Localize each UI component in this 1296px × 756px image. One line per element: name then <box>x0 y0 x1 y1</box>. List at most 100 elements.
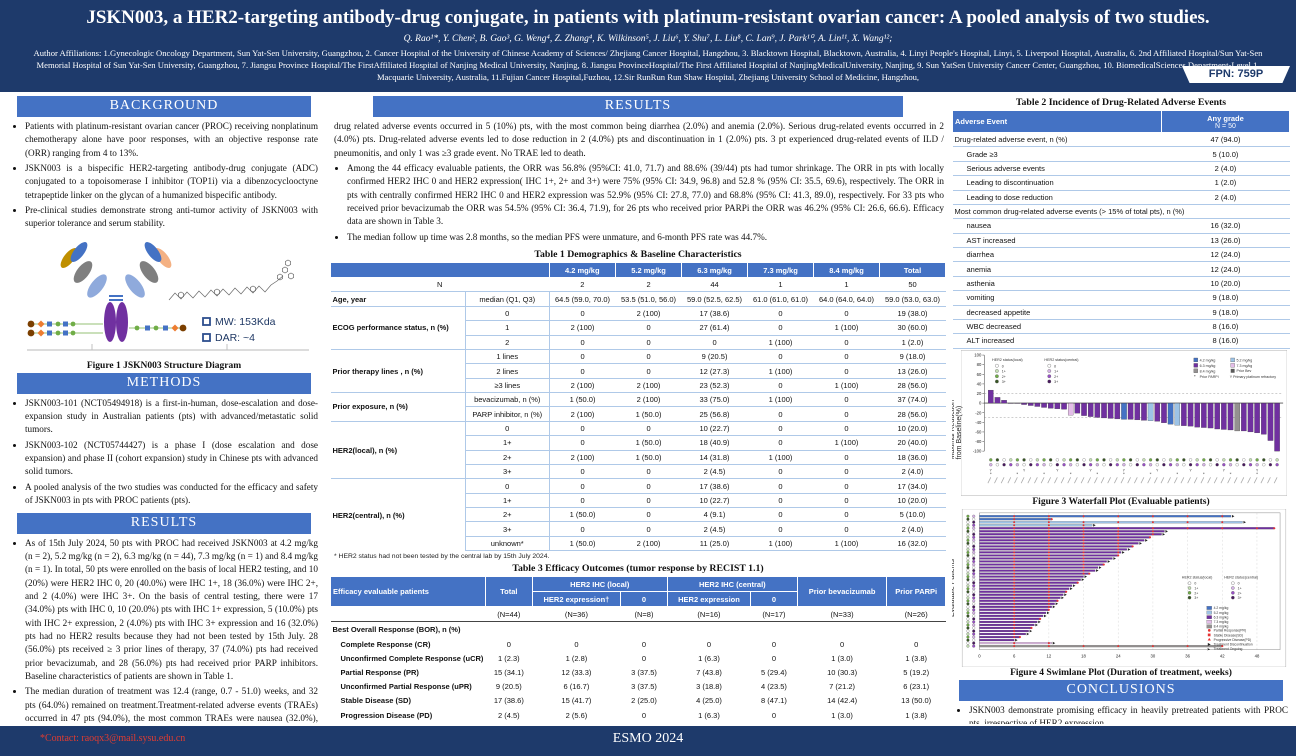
figure1-labels: MW: 153Kda DAR: ~4 <box>202 316 276 344</box>
cell: 1 (6.3) <box>698 710 720 720</box>
cell: 1 (100) <box>747 363 814 379</box>
fpn-badge: FPN: 759P <box>1182 66 1290 83</box>
svg-text:HER2 status(central): HER2 status(central) <box>1224 575 1258 579</box>
table-row: nausea 16 (32.0) <box>952 218 1290 234</box>
cell: 18 (54.5) <box>797 722 887 724</box>
sub-label: 2+ <box>465 449 550 465</box>
row-label: N <box>330 277 550 292</box>
cell: 2 (100) <box>549 377 616 393</box>
svg-text:Y: Y <box>1156 468 1159 472</box>
cell: 1 (3.8) <box>905 653 928 663</box>
cell: 9 (18.0) <box>1161 304 1290 320</box>
results-main-bullets: drug related adverse events occurred in … <box>332 120 944 244</box>
svg-text:40: 40 <box>977 381 982 386</box>
cell: 2 (100) <box>615 392 682 407</box>
svg-text:7.3 mg/kg: 7.3 mg/kg <box>1214 620 1229 624</box>
cell: 33 (75.0) <box>681 392 748 407</box>
section-results-left-header: RESULTS <box>17 512 311 534</box>
svg-text:4.2 mg/kg: 4.2 mg/kg <box>1200 358 1216 362</box>
table3-caption: Table 3 Efficacy Outcomes (tumor respons… <box>512 563 764 575</box>
cell: 25 (56.8) <box>486 722 533 724</box>
adverse-event-label: AST increased <box>952 232 1162 248</box>
section-methods-header: METHODS <box>17 372 311 394</box>
cell: 0 <box>615 492 682 508</box>
table-row: Prior exposure, n (%) bevacizumab, n (%) 1… <box>330 392 946 422</box>
cell: 5 (19.2) <box>903 667 930 677</box>
cell: 0 <box>549 348 616 364</box>
adverse-event-label: asthenia <box>952 275 1162 291</box>
cell: 2 <box>549 277 616 292</box>
cell: 2 (100) <box>549 406 616 422</box>
cell: 0 <box>813 406 880 422</box>
swimlane-legend: HER2 status(local) HER2 status(central) 0 0… <box>1182 575 1258 651</box>
middle-column: RESULTS drug related adverse events occu… <box>330 94 946 724</box>
sub-label: unknown* <box>465 535 550 552</box>
svg-text:2+: 2+ <box>1194 591 1198 595</box>
figure3-waterfall-chart: 100 80 60 40 20 0 -20 -40 -60 -80 -100 Y * * Y * Y * Y * Y * *… <box>952 349 1290 496</box>
table-row: HER2(local), n (%) 0 0 0 10 (22.7) 0 0 10 (20.0… <box>330 420 946 479</box>
svg-text:5.2 mg/kg: 5.2 mg/kg <box>1214 610 1229 614</box>
cell: 0 <box>549 334 616 350</box>
table-row: 1+ 0 1 (50.0) 18 (40.9) 0 1 (100) 20 (40.0) <box>331 435 946 451</box>
sub-label: median (Q1, Q3) <box>465 291 550 307</box>
cell: 44 <box>681 277 748 292</box>
cell: (N=26) <box>886 606 946 623</box>
cell: 10 (30.3) <box>827 667 858 677</box>
table-row: ≥3 lines 2 (100) 2 (100) 23 (52.3) 0 1 (100) 2… <box>331 377 946 393</box>
svg-text:*: * <box>1070 472 1072 476</box>
svg-text:0: 0 <box>1194 581 1196 585</box>
svg-text:Y: Y <box>990 468 993 472</box>
table-row: Age, year median (Q1, Q3) 64.5 (59.0, 70.0… <box>330 291 946 307</box>
cell: 6 (75.0) <box>621 722 668 724</box>
svg-text:0: 0 <box>1238 581 1240 585</box>
svg-text:8.4 mg/kg: 8.4 mg/kg <box>1200 369 1216 373</box>
cell: 28 (56.0) <box>879 406 946 422</box>
adverse-event-label: decreased appetite <box>952 304 1162 320</box>
table-row: vomiting 9 (18.0) <box>952 290 1290 305</box>
cell: 0 <box>771 653 777 663</box>
waterfall-bars <box>988 389 1280 451</box>
cell: 0 <box>747 507 814 522</box>
cell: 2 <box>615 277 682 292</box>
cell: 0 <box>549 305 616 321</box>
sub-label: 2 lines <box>465 363 550 379</box>
bullet-item: The median duration of treatment was 12.… <box>25 685 318 724</box>
header-cell: Total <box>878 262 946 279</box>
cell: 0 <box>641 710 647 720</box>
table1-caption: Table 1 Demographics & Baseline Characte… <box>534 249 742 261</box>
cell: 2 (4.0) <box>879 463 946 479</box>
bullet-item: The median follow up time was 2.8 months… <box>347 231 944 244</box>
adverse-event-label: ALT increased <box>952 333 1162 349</box>
svg-text:-40: -40 <box>975 419 982 424</box>
svg-text:2+: 2+ <box>1238 591 1242 595</box>
cell: 28 (56.0) <box>879 377 946 393</box>
cell: 18 (40.9) <box>681 435 748 451</box>
svg-text:30: 30 <box>1151 653 1156 658</box>
cell: (N=17) <box>750 606 798 623</box>
cell: 13 (50.0) <box>901 696 932 706</box>
cell: 1 (100) <box>813 377 880 393</box>
cell: Unconfirmed Partial Response (uPR) <box>340 682 472 692</box>
cell: 3 (37.5) <box>631 667 657 677</box>
table1-footnote: * HER2 status had not been tested by the… <box>334 553 550 561</box>
left-column: BACKGROUND Patients with platinum-resist… <box>8 94 320 724</box>
svg-text:-80: -80 <box>975 439 982 444</box>
cell: 0 <box>747 463 814 479</box>
cell: 15 (34.1) <box>493 667 524 677</box>
svg-text:*: * <box>1203 472 1205 476</box>
cell: 14 (31.8) <box>681 449 748 465</box>
cell: 1 (2.8) <box>565 653 588 663</box>
table-row: unknown* 1 (50.0) 2 (100) 11 (25.0) 1 (100) 1… <box>331 535 946 552</box>
cell: 0 <box>747 478 814 494</box>
cell: 0 <box>813 449 880 465</box>
cell: 4 (23.5) <box>761 682 787 692</box>
table-row: diarrhea 12 (24.0) <box>952 246 1290 262</box>
svg-text:2+: 2+ <box>1002 374 1006 378</box>
cell: 16 (32.0) <box>1161 218 1290 234</box>
cell: 0 <box>615 463 682 479</box>
cell: 1 (50.0) <box>549 392 616 407</box>
cell: 23 (52.3) <box>681 377 748 393</box>
figure4-swimlane-chart: 0 6 12 18 24 30 36 42 48 HER2 status(local) HER2 s… <box>952 508 1290 667</box>
figure3-caption: Figure 3 Waterfall Plot (Evaluable patie… <box>1032 496 1210 507</box>
cell: 2 (4.0) <box>1161 189 1290 205</box>
